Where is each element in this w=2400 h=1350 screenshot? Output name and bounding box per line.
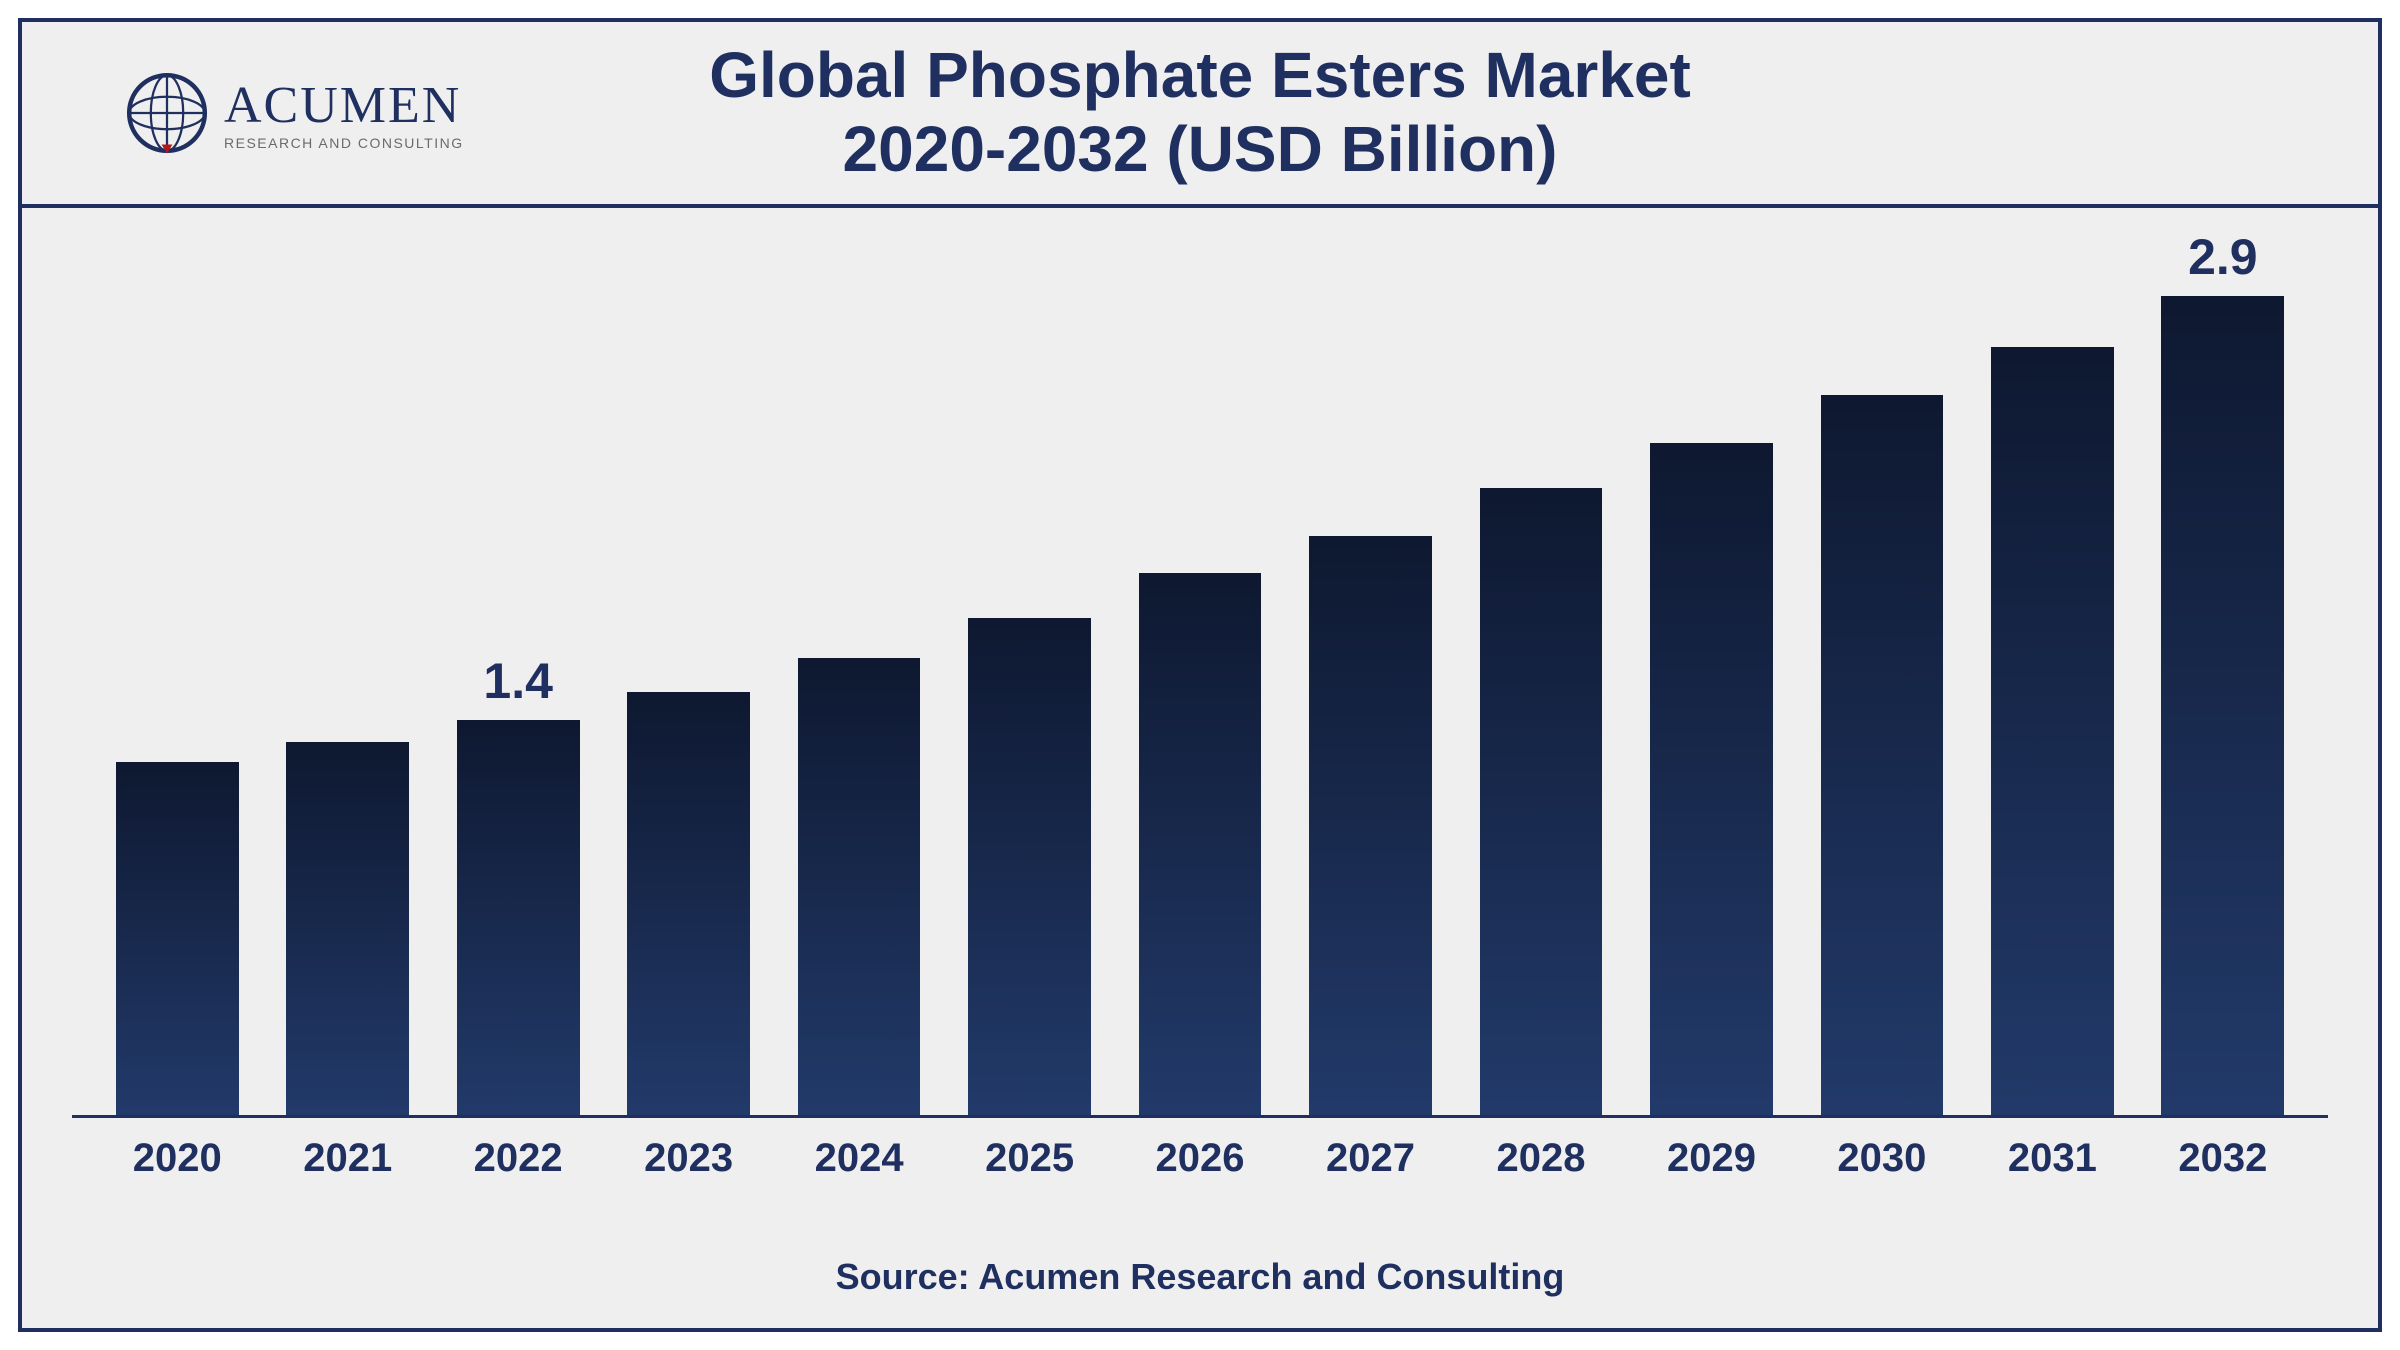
bar — [116, 762, 239, 1115]
header-panel: ACUMEN RESEARCH AND CONSULTING Global Ph… — [18, 18, 2382, 208]
bar — [457, 720, 580, 1115]
bar — [286, 742, 409, 1115]
logo-tagline: RESEARCH AND CONSULTING — [224, 135, 464, 151]
bar-slot: 2.9 — [2138, 268, 2308, 1115]
x-tick: 2030 — [1797, 1136, 1967, 1181]
bar — [1821, 395, 1944, 1115]
bar-slot — [1626, 268, 1796, 1115]
x-tick: 2032 — [2138, 1136, 2308, 1181]
bar-value-label: 1.4 — [483, 652, 553, 710]
x-tick: 2026 — [1115, 1136, 1285, 1181]
x-tick: 2020 — [92, 1136, 262, 1181]
bar-slot: 1.4 — [433, 268, 603, 1115]
bar-slot — [774, 268, 944, 1115]
bar — [1139, 573, 1262, 1115]
x-tick: 2028 — [1456, 1136, 1626, 1181]
x-tick: 2025 — [944, 1136, 1114, 1181]
plot-area: 1.4 2.9 — [72, 268, 2328, 1118]
bar — [1309, 536, 1432, 1115]
bar — [1480, 488, 1603, 1115]
source-text: Source: Acumen Research and Consulting — [72, 1256, 2328, 1298]
bar — [1991, 347, 2114, 1115]
bar — [1650, 443, 1773, 1115]
logo: ACUMEN RESEARCH AND CONSULTING — [122, 68, 464, 158]
bar-slot — [262, 268, 432, 1115]
bar — [627, 692, 750, 1116]
bar-slot — [1456, 268, 1626, 1115]
bar-slot — [603, 268, 773, 1115]
chart-panel: 1.42.9 202020212022202320242025202620272… — [18, 208, 2382, 1332]
logo-name: ACUMEN — [224, 76, 464, 135]
bar — [798, 658, 921, 1115]
x-tick: 2027 — [1285, 1136, 1455, 1181]
x-tick: 2029 — [1626, 1136, 1796, 1181]
bar-slot — [1797, 268, 1967, 1115]
bar-slot — [1115, 268, 1285, 1115]
bar — [2161, 296, 2284, 1115]
x-axis: 2020202120222023202420252026202720282029… — [72, 1118, 2328, 1181]
bar-value-label: 2.9 — [2188, 228, 2258, 286]
x-tick: 2031 — [1967, 1136, 2137, 1181]
bar — [968, 618, 1091, 1115]
globe-icon — [122, 68, 212, 158]
bar-slot — [1285, 268, 1455, 1115]
x-tick: 2023 — [603, 1136, 773, 1181]
x-tick: 2024 — [774, 1136, 944, 1181]
x-tick: 2022 — [433, 1136, 603, 1181]
bar-slot — [944, 268, 1114, 1115]
bar-slot — [92, 268, 262, 1115]
x-tick: 2021 — [262, 1136, 432, 1181]
logo-text: ACUMEN RESEARCH AND CONSULTING — [224, 76, 464, 151]
bar-slot — [1967, 268, 2137, 1115]
